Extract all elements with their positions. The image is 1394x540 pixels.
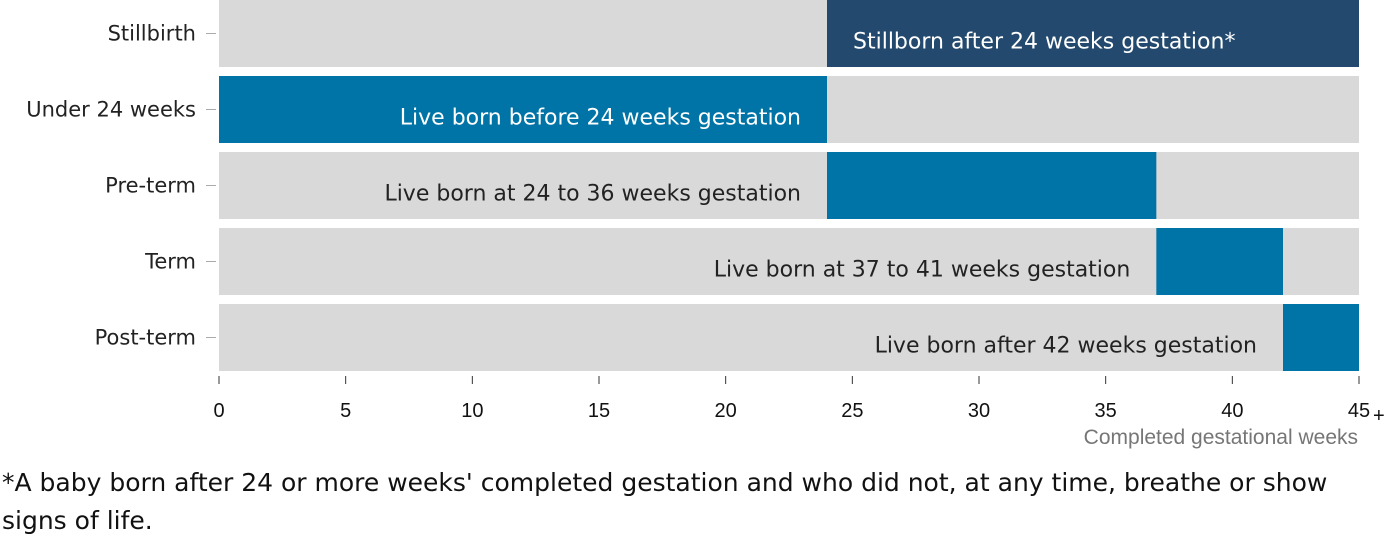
- category-labels: Stillbirth Under 24 weeks Pre-term Term Post…: [26, 22, 216, 350]
- x-tick-label-0: 0: [213, 400, 224, 422]
- segment-bars: [219, 0, 1359, 371]
- category-label-under-24-weeks: Under 24 weeks: [26, 98, 196, 122]
- background-bar-pre-term: [219, 152, 1359, 219]
- x-tick-label-25: 25: [841, 400, 863, 422]
- segment-label-post-term: Live born after 42 weeks gestation: [875, 334, 1257, 359]
- segment-bar-under-24-weeks: [219, 76, 827, 143]
- segment-label-stillbirth: Stillborn after 24 weeks gestation*: [853, 30, 1235, 55]
- segment-bar-term: [1156, 228, 1283, 295]
- x-tick-label-30: 30: [968, 400, 990, 422]
- x-tick-label-20: 20: [715, 400, 737, 422]
- x-tick-label-15: 15: [588, 400, 610, 422]
- segment-bar-pre-term: [827, 152, 1157, 219]
- segment-label-term: Live born at 37 to 41 weeks gestation: [714, 258, 1131, 283]
- category-label-pre-term: Pre-term: [105, 174, 196, 198]
- x-tick-label-10: 10: [461, 400, 483, 422]
- x-tick-label-45: 45: [1348, 400, 1370, 422]
- x-tick-label-35: 35: [1095, 400, 1117, 422]
- segment-bar-stillbirth: [827, 0, 1359, 67]
- x-axis: 0 5 10 15 20 25 30 35 40 45 +: [213, 376, 1385, 427]
- x-tick-label-5: 5: [340, 400, 351, 422]
- segment-bar-post-term: [1283, 304, 1359, 371]
- background-bar-post-term: [219, 304, 1359, 371]
- segment-labels: Stillborn after 24 weeks gestation* Live …: [384, 30, 1257, 359]
- segment-label-under-24-weeks: Live born before 24 weeks gestation: [400, 106, 801, 131]
- x-tick-label-40: 40: [1221, 400, 1243, 422]
- x-axis-title: Completed gestational weeks: [1084, 426, 1358, 449]
- footnote: *A baby born after 24 or more weeks' com…: [2, 468, 1328, 535]
- gestation-bar-chart: Stillborn after 24 weeks gestation* Live …: [26, 0, 1385, 449]
- segment-label-pre-term: Live born at 24 to 36 weeks gestation: [384, 182, 801, 207]
- category-label-stillbirth: Stillbirth: [108, 22, 196, 46]
- category-label-post-term: Post-term: [95, 326, 196, 350]
- x-max-suffix: +: [1373, 405, 1385, 427]
- category-label-term: Term: [144, 250, 196, 274]
